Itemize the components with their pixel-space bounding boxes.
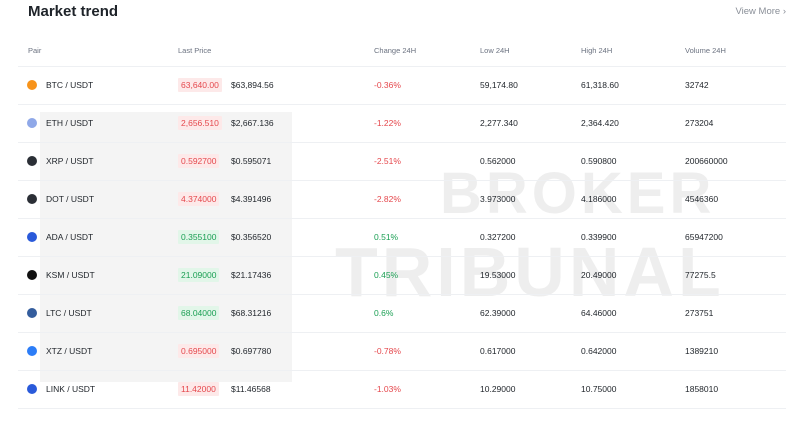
- change-24h: 0.6%: [374, 308, 394, 318]
- change-24h: 0.45%: [374, 270, 399, 280]
- row-divider: [18, 256, 786, 257]
- column-header: Pair: [28, 46, 42, 55]
- coin-icon: [27, 384, 37, 394]
- coin-icon: [27, 232, 37, 242]
- pair[interactable]: XTZ / USDT: [46, 346, 93, 356]
- column-header: Low 24H: [480, 46, 510, 55]
- pair[interactable]: LINK / USDT: [46, 384, 96, 394]
- last-price: 11.42000: [178, 382, 219, 396]
- row-divider: [18, 66, 786, 67]
- usd-price: $0.356520: [231, 232, 272, 242]
- last-price: 21.09000: [178, 268, 220, 282]
- last-price: 63,640.00: [178, 78, 222, 92]
- volume-24h: 65947200: [685, 232, 723, 242]
- coin-icon: [27, 80, 37, 90]
- usd-price: $0.697780: [231, 346, 272, 356]
- last-price: 4.374000: [178, 192, 220, 206]
- low-24h: 2,277.340: [480, 118, 518, 128]
- high-24h: 61,318.60: [581, 80, 619, 90]
- column-header: Change 24H: [374, 46, 417, 55]
- view-more[interactable]: View More ›: [735, 6, 786, 17]
- row-divider: [18, 370, 786, 371]
- coin-icon: [27, 156, 37, 166]
- row-divider: [18, 218, 786, 219]
- coin-icon: [27, 118, 37, 128]
- pair[interactable]: ADA / USDT: [46, 232, 94, 242]
- pair[interactable]: DOT / USDT: [46, 194, 95, 204]
- high-24h: 4.186000: [581, 194, 617, 204]
- column-header: High 24H: [581, 46, 613, 55]
- high-24h: 0.590800: [581, 156, 617, 166]
- volume-24h: 32742: [685, 80, 709, 90]
- last-price: 68.04000: [178, 306, 220, 320]
- high-24h: 0.339900: [581, 232, 617, 242]
- last-price: 0.695000: [178, 344, 220, 358]
- coin-icon: [27, 346, 37, 356]
- low-24h: 10.29000: [480, 384, 516, 394]
- volume-24h: 273751: [685, 308, 714, 318]
- usd-price: $0.595071: [231, 156, 272, 166]
- coin-icon: [27, 270, 37, 280]
- low-24h: 0.327200: [480, 232, 516, 242]
- change-24h: -0.78%: [374, 346, 401, 356]
- row-divider: [18, 180, 786, 181]
- pair[interactable]: ETH / USDT: [46, 118, 94, 128]
- column-header: Last Price: [178, 46, 212, 55]
- coin-icon: [27, 308, 37, 318]
- change-24h: -0.36%: [374, 80, 401, 90]
- change-24h: -1.03%: [374, 384, 401, 394]
- coin-icon: [27, 194, 37, 204]
- pair[interactable]: KSM / USDT: [46, 270, 95, 280]
- row-divider: [18, 294, 786, 295]
- usd-price: $68.31216: [231, 308, 272, 318]
- high-24h: 2,364.420: [581, 118, 619, 128]
- low-24h: 62.39000: [480, 308, 516, 318]
- usd-price: $4.391496: [231, 194, 272, 204]
- row-divider: [18, 104, 786, 105]
- watermark-logo: [40, 112, 292, 382]
- row-divider: [18, 142, 786, 143]
- pair[interactable]: LTC / USDT: [46, 308, 92, 318]
- usd-price: $21.17436: [231, 270, 272, 280]
- usd-price: $63,894.56: [231, 80, 274, 90]
- last-price: 0.355100: [178, 230, 220, 244]
- low-24h: 59,174.80: [480, 80, 518, 90]
- title: Market trend: [28, 3, 119, 20]
- high-24h: 64.46000: [581, 308, 617, 318]
- volume-24h: 273204: [685, 118, 714, 128]
- low-24h: 3.973000: [480, 194, 516, 204]
- column-header: Volume 24H: [685, 46, 726, 55]
- row-divider: [18, 408, 786, 409]
- watermark: TRIBUNAL: [335, 233, 725, 311]
- pair[interactable]: XRP / USDT: [46, 156, 94, 166]
- low-24h: 0.562000: [480, 156, 516, 166]
- volume-24h: 200660000: [685, 156, 728, 166]
- last-price: 0.592700: [178, 154, 220, 168]
- change-24h: -2.51%: [374, 156, 401, 166]
- change-24h: -2.82%: [374, 194, 401, 204]
- change-24h: -1.22%: [374, 118, 401, 128]
- usd-price: $11.46568: [231, 384, 271, 394]
- watermark: BROKER: [440, 161, 716, 226]
- change-24h: 0.51%: [374, 232, 399, 242]
- high-24h: 10.75000: [581, 384, 617, 394]
- volume-24h: 1858010: [685, 384, 719, 394]
- low-24h: 0.617000: [480, 346, 516, 356]
- low-24h: 19.53000: [480, 270, 516, 280]
- volume-24h: 1389210: [685, 346, 719, 356]
- volume-24h: 4546360: [685, 194, 719, 204]
- high-24h: 0.642000: [581, 346, 617, 356]
- pair[interactable]: BTC / USDT: [46, 80, 94, 90]
- row-divider: [18, 332, 786, 333]
- high-24h: 20.49000: [581, 270, 617, 280]
- last-price: 2,656.510: [178, 116, 222, 130]
- usd-price: $2,667.136: [231, 118, 274, 128]
- volume-24h: 77275.5: [685, 270, 716, 280]
